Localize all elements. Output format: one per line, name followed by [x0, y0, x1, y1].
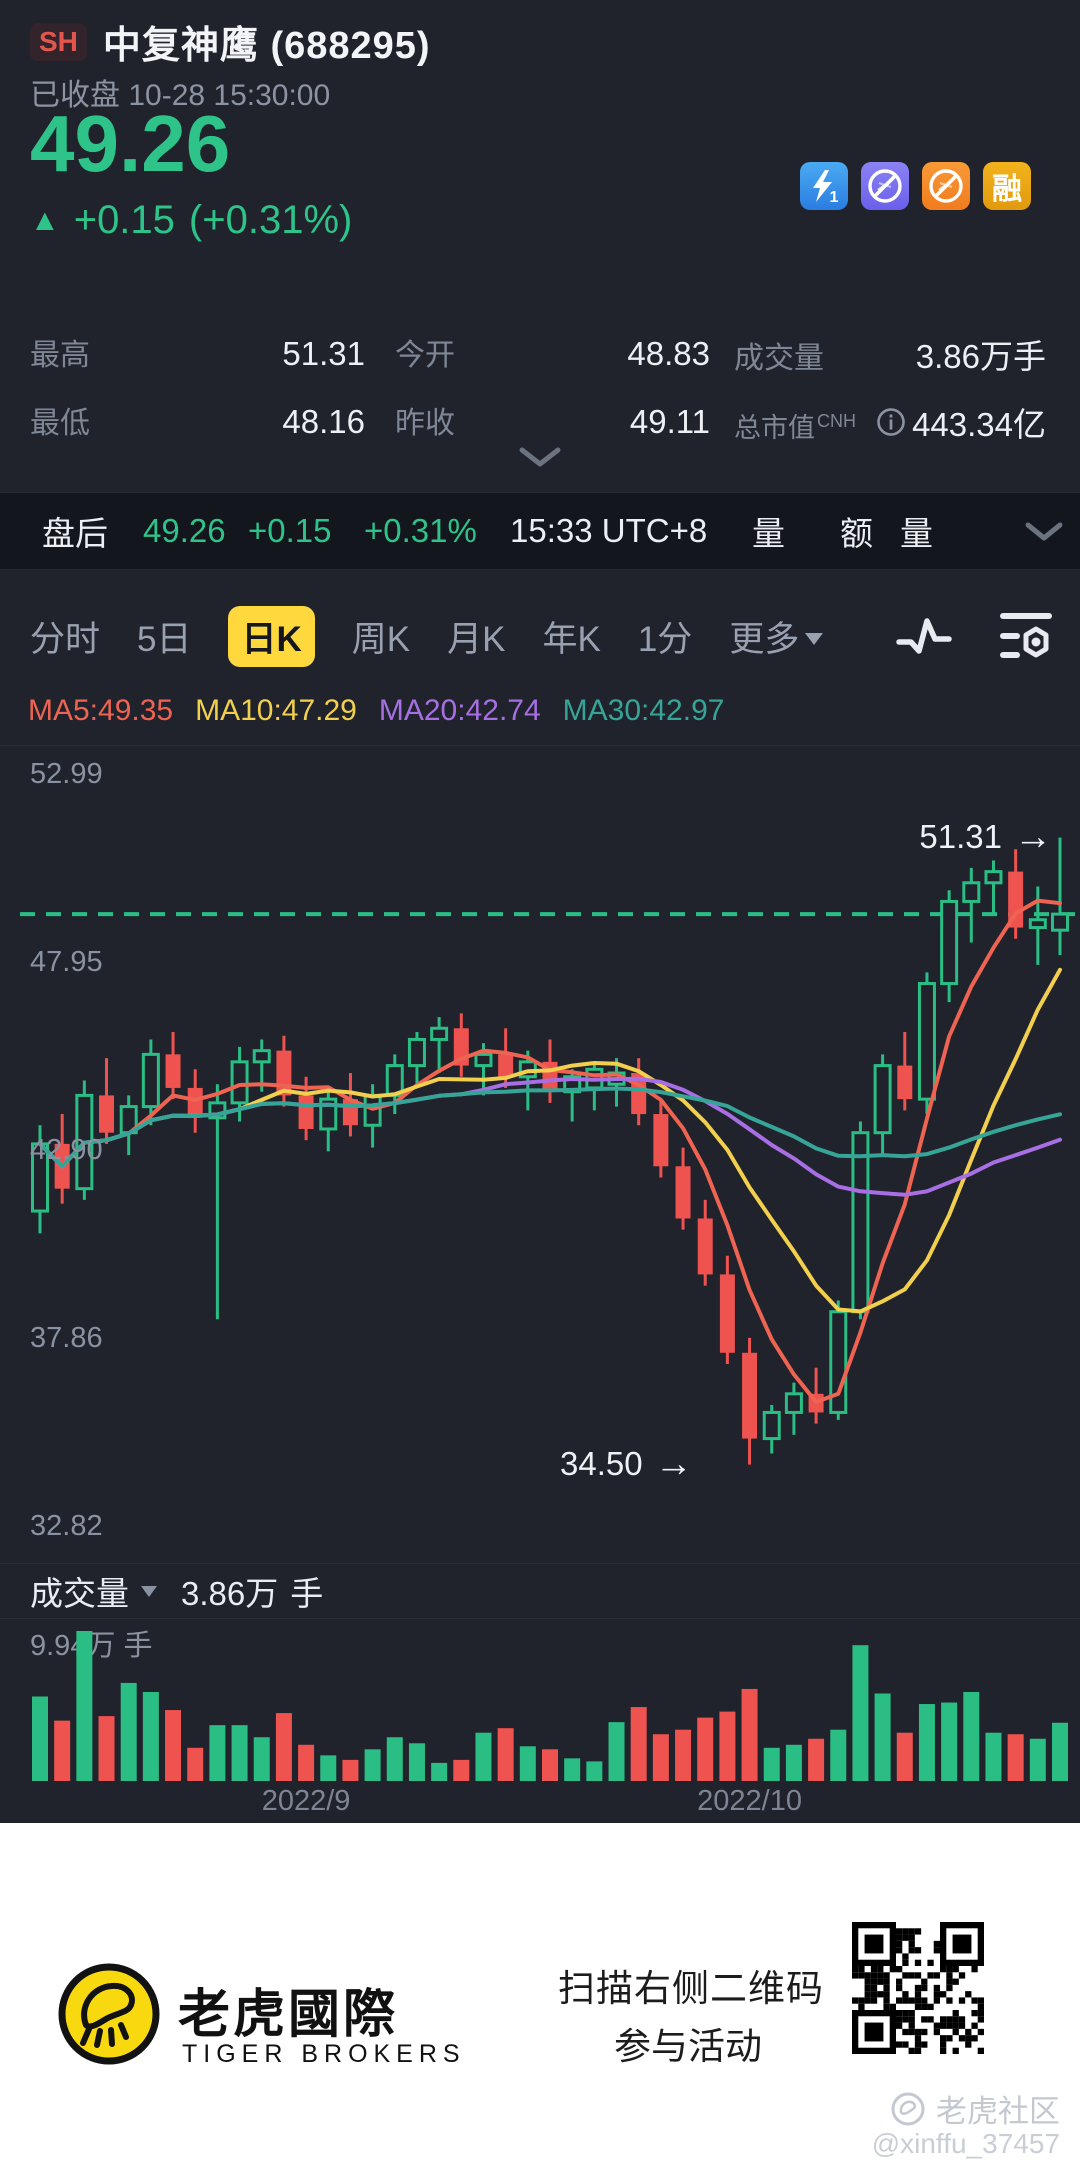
toggle-amount[interactable]: 额 — [840, 515, 873, 552]
afterhours-pct: +0.31% — [364, 512, 477, 549]
price-annotation-51.31: 51.31 → — [919, 815, 1052, 858]
brand-name-cn: 老虎國際 — [178, 1986, 399, 2044]
margin-badge[interactable]: 融 — [983, 162, 1031, 210]
promo-line-1: 扫描右侧二维码 — [558, 1968, 824, 2009]
last-price: 49.26 — [30, 99, 231, 188]
stat-value: 443.34亿 — [876, 398, 1046, 446]
divider — [0, 745, 1080, 746]
line-chart-icon[interactable] — [893, 609, 955, 663]
stat-value: 3.86万手 — [915, 338, 1046, 375]
arrow-right-icon: → — [654, 1442, 693, 1485]
divider — [0, 1563, 1080, 1564]
tab-1分[interactable]: 1分 — [637, 619, 693, 659]
tab-周K[interactable]: 周K — [351, 619, 411, 659]
ma-label: MA30:42.97 — [562, 694, 725, 727]
no-margin-orange-badge[interactable] — [922, 162, 970, 210]
stat-label: 昨收 — [395, 407, 455, 440]
price-annotation-34.50: 34.50 → — [560, 1442, 693, 1485]
stat-value: 49.11 — [629, 403, 710, 440]
stat-label: 总市值 CNH — [734, 411, 856, 443]
tab-分时[interactable]: 分时 — [30, 619, 101, 659]
stat-label: 最低 — [30, 407, 90, 440]
market-status: 已收盘 10-28 15:30:00 — [30, 79, 331, 112]
stock-name: 中复神鹰 (688295) — [102, 25, 431, 67]
level1-lightning-badge[interactable]: 1 — [800, 162, 848, 210]
svg-text:1: 1 — [830, 189, 839, 204]
tiger-community-icon — [891, 2092, 925, 2125]
watermark-handle: @xinffu_37457 — [871, 2128, 1060, 2159]
tab-月K[interactable]: 月K — [447, 619, 506, 659]
afterhours-strip: 盘后 49.26 +0.15 +0.31% 15:33 UTC+8 量 额 量 — [0, 492, 1080, 570]
indicator-settings-icon[interactable] — [995, 607, 1057, 665]
exchange-badge: SH — [30, 22, 87, 61]
info-icon[interactable] — [876, 407, 906, 437]
volume-unit: 手 — [290, 1575, 324, 1612]
volume-collapse-icon[interactable] — [141, 1585, 157, 1597]
tab-日K[interactable]: 日K — [228, 605, 315, 667]
afterhours-price: 49.26 — [143, 512, 226, 549]
promo-line-2: 参与活动 — [614, 2026, 762, 2067]
tab-5日[interactable]: 5日 — [137, 619, 192, 659]
candlestick-chart[interactable] — [0, 748, 1080, 1563]
stat-value: 51.31 — [282, 335, 365, 372]
tab-年K[interactable]: 年K — [542, 619, 601, 659]
stat-今开: 今开 48.83 — [395, 330, 710, 374]
tiger-brokers-logo — [58, 1963, 160, 2065]
watermark-text: 老虎社区 — [936, 2094, 1060, 2129]
stat-value: 48.16 — [282, 403, 365, 440]
afterhours-change: +0.15 — [248, 512, 332, 549]
divider — [0, 1618, 1080, 1619]
price-tick-label: 52.99 — [30, 758, 103, 790]
toggle-volume[interactable]: 量 — [752, 515, 785, 552]
price-change-row: ▲ +0.15 (+0.31%) — [30, 198, 352, 243]
up-triangle-icon: ▲ — [30, 203, 60, 237]
tab-更多[interactable]: 更多 — [729, 611, 824, 662]
volume-chart[interactable] — [0, 1620, 1080, 1782]
no-short-purple-badge[interactable] — [861, 162, 909, 210]
price-change-pct: (+0.31%) — [188, 198, 353, 242]
price-tick-label: 37.86 — [30, 1322, 103, 1355]
ma-label: MA10:47.29 — [195, 694, 357, 727]
toggle-volume-2[interactable]: 量 — [900, 515, 933, 552]
price-tick-label: 42.90 — [30, 1134, 103, 1167]
volume-header: 成交量 3.86万 手 — [30, 1566, 323, 1616]
qr-code — [852, 1922, 984, 2054]
price-tick-label: 32.82 — [30, 1510, 103, 1543]
date-tick-label: 2022/9 — [261, 1785, 351, 1817]
period-tabs: 分时 5日 日K 周K 月K 年K 1分 更多 — [30, 600, 824, 672]
brand-name-en: TIGER BROKERS — [182, 2040, 466, 2068]
ma-label: MA5:49.35 — [28, 694, 174, 727]
price-change: +0.15 — [73, 198, 175, 242]
stat-label: 成交量 — [734, 342, 824, 375]
stat-成交量: 成交量 3.86万手 — [734, 330, 1046, 378]
more-caret-icon — [805, 633, 824, 645]
watermark: 老虎社区 — [890, 2086, 1060, 2131]
stat-总市值: 总市值 CNH 443.34亿 — [734, 398, 1046, 446]
stat-label: 今开 — [395, 339, 455, 372]
arrow-right-icon: → — [1014, 815, 1052, 858]
ma-legend: MA5:49.35 MA10:47.29 MA20:42.74 MA30:42.97 — [28, 694, 724, 728]
stat-昨收: 昨收 49.11 — [395, 398, 710, 442]
volume-title: 成交量 — [30, 1575, 129, 1612]
header: SH 中复神鹰 (688295) — [30, 14, 431, 69]
expand-chevron-icon[interactable] — [516, 444, 564, 470]
ma-label: MA20:42.74 — [378, 694, 541, 727]
date-tick-label: 2022/10 — [697, 1785, 802, 1817]
stat-最低: 最低 48.16 — [30, 398, 365, 442]
chart-tool-icons — [893, 600, 1057, 672]
stat-label: 最高 — [30, 339, 90, 372]
collapse-chevron-icon[interactable] — [1022, 519, 1066, 545]
stat-最高: 最高 51.31 — [30, 330, 365, 374]
afterhours-time: 15:33 UTC+8 — [510, 512, 708, 549]
stat-value: 48.83 — [627, 335, 710, 372]
price-tick-label: 47.95 — [30, 945, 103, 978]
afterhours-label: 盘后 — [42, 515, 108, 552]
volume-value: 3.86万 — [181, 1575, 279, 1612]
